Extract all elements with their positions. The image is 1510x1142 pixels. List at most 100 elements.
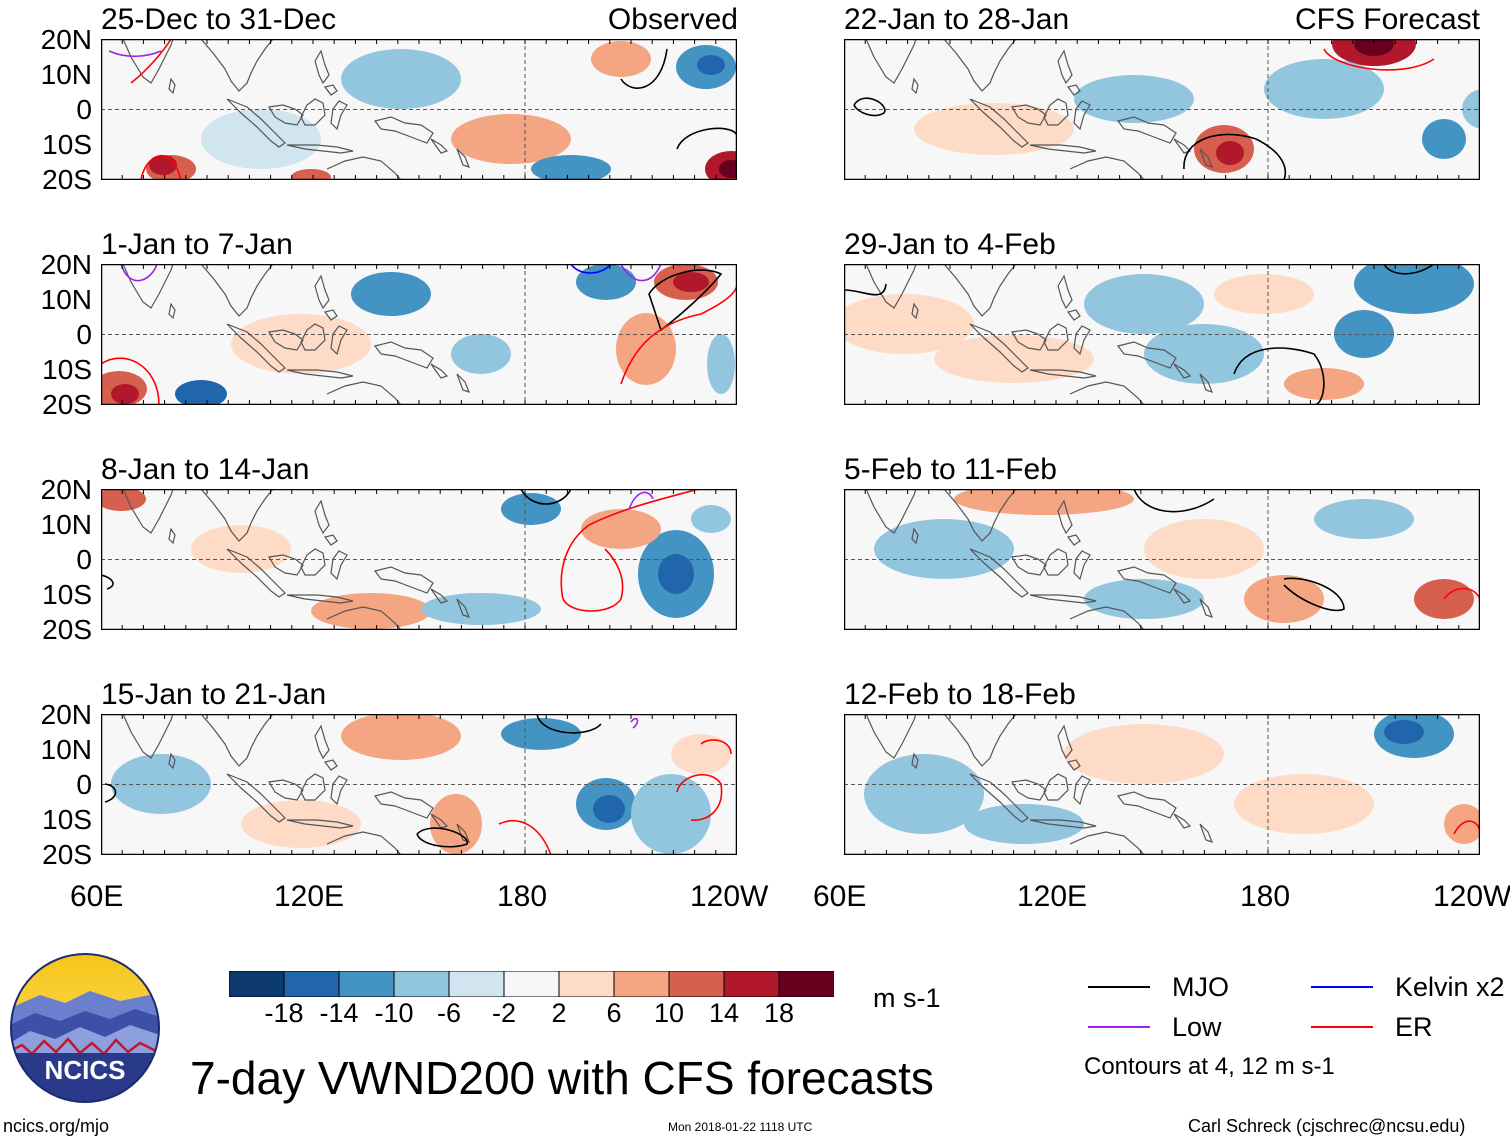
coastline — [1173, 813, 1192, 829]
lat-label: 20S — [42, 614, 92, 645]
wave-contour — [1323, 48, 1435, 71]
wave-contour — [628, 491, 654, 510]
coastline — [268, 554, 304, 576]
lat-label: 20N — [40, 474, 92, 505]
coastline — [226, 323, 286, 373]
coastline — [326, 381, 402, 405]
wave-contour — [1183, 133, 1287, 180]
coastline-layer — [865, 489, 1214, 630]
wave-contour — [101, 574, 114, 590]
coastline — [122, 714, 174, 759]
legend-swatch-kelvin — [1311, 986, 1373, 988]
lat-label: 0 — [76, 544, 92, 575]
coastline — [1073, 775, 1091, 806]
coastline — [226, 773, 286, 823]
coastline — [286, 144, 354, 154]
colorbar-swatch — [503, 970, 560, 998]
shading-layer — [101, 489, 731, 629]
coastline — [1199, 373, 1214, 393]
coastline — [168, 752, 176, 770]
coastline — [1116, 341, 1177, 369]
coastline — [300, 548, 326, 576]
chart-title: 7-day VWND200 with CFS forecasts — [190, 1052, 934, 1104]
coastline — [456, 598, 471, 618]
anomaly-shading — [1216, 141, 1244, 165]
wave-contour — [1133, 489, 1215, 513]
shading-layer — [844, 264, 1474, 400]
lon-label-right-180: 180 — [1240, 880, 1291, 913]
coastline — [865, 264, 917, 309]
coastline — [911, 302, 919, 320]
lat-label: 20S — [42, 839, 92, 870]
colorbar-tick-label: -6 — [436, 998, 462, 1028]
coastline — [323, 84, 338, 96]
coastline — [122, 489, 174, 534]
anomaly-shading — [341, 714, 461, 760]
anomaly-shading — [673, 272, 709, 292]
coastline — [943, 39, 1017, 92]
colorbar-tick-label: 2 — [551, 998, 567, 1028]
wave-contour — [648, 269, 723, 332]
coastline — [1073, 325, 1091, 356]
wave-contour — [104, 783, 117, 803]
coastline — [943, 264, 1017, 317]
coastline — [268, 329, 304, 351]
coastline — [1011, 554, 1047, 576]
wave-contour — [630, 717, 639, 729]
anomaly-shading — [501, 493, 561, 525]
coastline — [168, 527, 176, 545]
map-svg — [101, 714, 737, 855]
anomaly-shading — [175, 380, 227, 405]
lat-label: 10N — [40, 59, 92, 90]
coastline — [911, 77, 919, 95]
wave-contour — [1443, 587, 1480, 600]
coastline — [430, 588, 449, 604]
coastline — [373, 566, 434, 594]
coastline — [1116, 791, 1177, 819]
coastline — [268, 779, 304, 801]
coastline — [323, 759, 338, 771]
lon-label-right-120w: 120W — [1433, 880, 1510, 913]
colorbar-tick-label: 14 — [708, 998, 740, 1028]
wave-contour — [416, 827, 468, 848]
map-svg — [844, 489, 1480, 630]
lat-label: 10N — [40, 284, 92, 315]
map-panel-left-3 — [101, 489, 737, 630]
coastline — [969, 98, 1029, 148]
colorbar-swatch — [338, 970, 395, 998]
website-link[interactable]: ncics.org/mjo — [3, 1116, 110, 1136]
coastline — [430, 363, 449, 379]
map-svg — [844, 714, 1480, 855]
wave-contour — [853, 97, 886, 117]
anomaly-shading — [591, 41, 651, 77]
map-panel-right-4 — [844, 714, 1480, 855]
colorbar-tick-label: -10 — [374, 998, 414, 1028]
coastline — [373, 791, 434, 819]
coastline — [1066, 759, 1081, 771]
coastline-layer — [122, 714, 471, 855]
lat-label: 10S — [42, 579, 92, 610]
wave-contour — [130, 39, 172, 84]
coastline — [969, 548, 1029, 598]
coastline — [911, 752, 919, 770]
coastline — [1057, 499, 1073, 535]
coastline — [1029, 144, 1097, 154]
anomaly-shading — [531, 155, 611, 180]
map-panel-left-2 — [101, 264, 737, 405]
coastline — [1057, 274, 1073, 310]
legend-label-kelvin: Kelvin x2 — [1395, 972, 1505, 1002]
lon-label-left-180: 180 — [497, 880, 548, 913]
colorbar-ticks: -18 -14 -10 -6 -2 2 6 10 14 18 — [229, 1000, 834, 1030]
anomaly-shading — [201, 109, 321, 169]
coastline — [314, 274, 330, 310]
timestamp: Mon 2018-01-22 1118 UTC — [668, 1120, 813, 1134]
coastline — [268, 104, 304, 126]
anomaly-shading — [874, 519, 1014, 579]
map-svg — [101, 39, 737, 180]
lon-label-left-120e: 120E — [274, 880, 345, 913]
ncics-logo-text: NCICS — [44, 1055, 126, 1085]
map-panel-left-1 — [101, 39, 737, 180]
wave-contour — [844, 283, 887, 296]
coastline — [1043, 773, 1069, 801]
coastline — [122, 39, 174, 84]
